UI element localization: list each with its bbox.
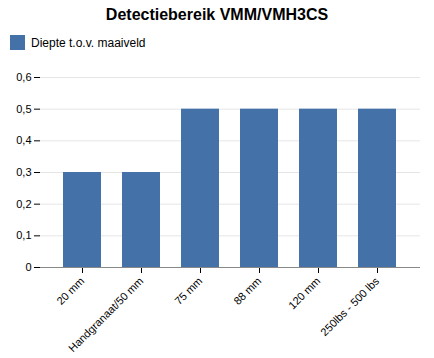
svg-text:0,3: 0,3: [16, 166, 31, 178]
svg-text:0,1: 0,1: [16, 229, 31, 241]
svg-text:88 mm: 88 mm: [231, 275, 263, 307]
svg-text:20 mm: 20 mm: [54, 275, 86, 307]
html-text:Detectiebereik VMM/VMH3CS: Detectiebereik VMM/VMH3CS: [105, 6, 329, 23]
svg-text:120 mm: 120 mm: [286, 275, 323, 312]
svg-text:0,4: 0,4: [16, 134, 31, 146]
svg-text:0,2: 0,2: [16, 198, 31, 210]
html-text:Diepte t.o.v. maaiveld: Diepte t.o.v. maaiveld: [31, 35, 146, 50]
svg-text:75 mm: 75 mm: [172, 275, 204, 307]
svg-text:250lbs - 500 lbs: 250lbs - 500 lbs: [318, 274, 382, 338]
svg-text:Handgranaat/50 mm: Handgranaat/50 mm: [66, 275, 145, 354]
svg-text:0,6: 0,6: [16, 71, 31, 83]
svg-text:0: 0: [25, 261, 31, 273]
svg-text:0,5: 0,5: [16, 103, 31, 115]
